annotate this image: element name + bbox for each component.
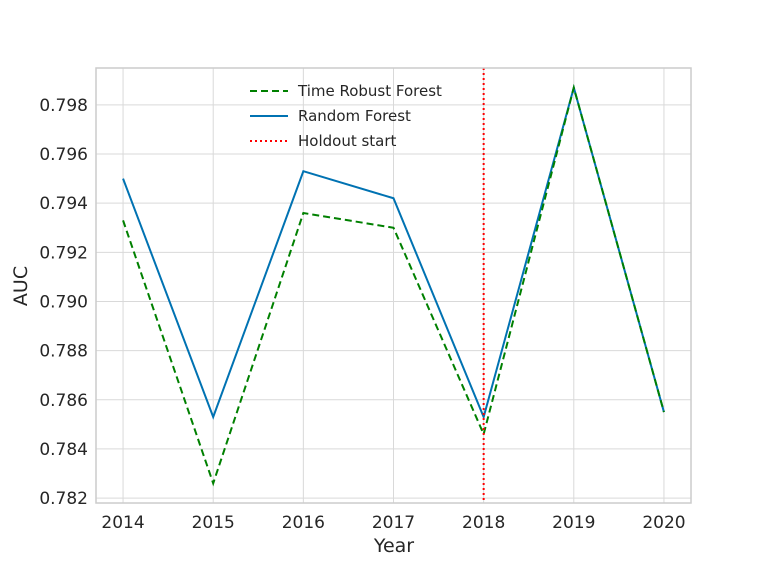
y-tick-label: 0.784 <box>39 440 88 460</box>
x-tick-label: 2020 <box>642 513 685 533</box>
y-axis-label: AUC <box>10 266 32 306</box>
x-tick-label: 2017 <box>372 513 415 533</box>
legend-label: Time Robust Forest <box>297 82 442 100</box>
y-tick-label: 0.786 <box>39 391 88 411</box>
legend-label: Holdout start <box>298 132 397 150</box>
y-tick-label: 0.790 <box>39 292 88 312</box>
series-line-time-robust-forest <box>122 83 665 487</box>
plot-frame <box>95 67 692 504</box>
plot-border <box>95 67 692 504</box>
y-tick-label: 0.796 <box>39 145 88 165</box>
y-tick-label: 0.798 <box>39 96 88 116</box>
y-tick-label: 0.792 <box>39 243 88 263</box>
x-axis-label: Year <box>373 535 414 557</box>
y-tick-label: 0.788 <box>39 342 88 362</box>
tick-labels: 2014 2015 2016 2017 2018 2019 2020 0.782 0.784 0.… <box>39 96 685 533</box>
legend: Time Robust Forest Random Forest Holdout s… <box>250 82 442 150</box>
x-tick-label: 2016 <box>282 513 325 533</box>
x-tick-label: 2019 <box>552 513 595 533</box>
x-tick-label: 2014 <box>101 513 144 533</box>
y-tick-label: 0.782 <box>39 489 88 509</box>
x-tick-label: 2015 <box>192 513 235 533</box>
y-tick-label: 0.794 <box>39 194 88 214</box>
legend-label: Random Forest <box>298 107 411 125</box>
x-tick-label: 2018 <box>462 513 505 533</box>
series-lines <box>122 68 665 503</box>
